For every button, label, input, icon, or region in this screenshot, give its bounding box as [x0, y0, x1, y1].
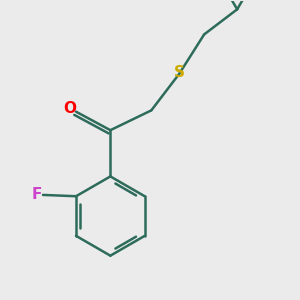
Text: S: S: [174, 65, 184, 80]
Text: F: F: [31, 188, 42, 202]
Text: O: O: [63, 101, 76, 116]
